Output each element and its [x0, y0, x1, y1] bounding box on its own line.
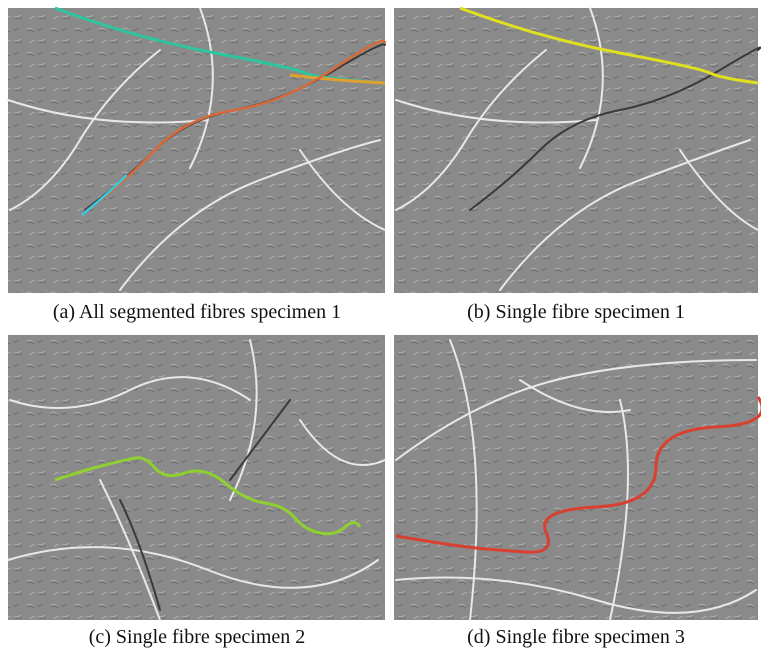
- panel-b-image: [394, 8, 760, 293]
- caption: (c) Single fibre specimen 2: [89, 626, 306, 648]
- panel-d-image: [394, 335, 761, 620]
- panel-a-image: [8, 8, 385, 293]
- caption: (b) Single fibre specimen 1: [467, 301, 685, 323]
- caption: (d) Single fibre specimen 3: [467, 626, 685, 648]
- panel-c-image: [8, 335, 385, 620]
- figure: (a) All segmented fibres specimen 1 (b) …: [0, 0, 761, 653]
- caption: (a) All segmented fibres specimen 1: [53, 301, 341, 323]
